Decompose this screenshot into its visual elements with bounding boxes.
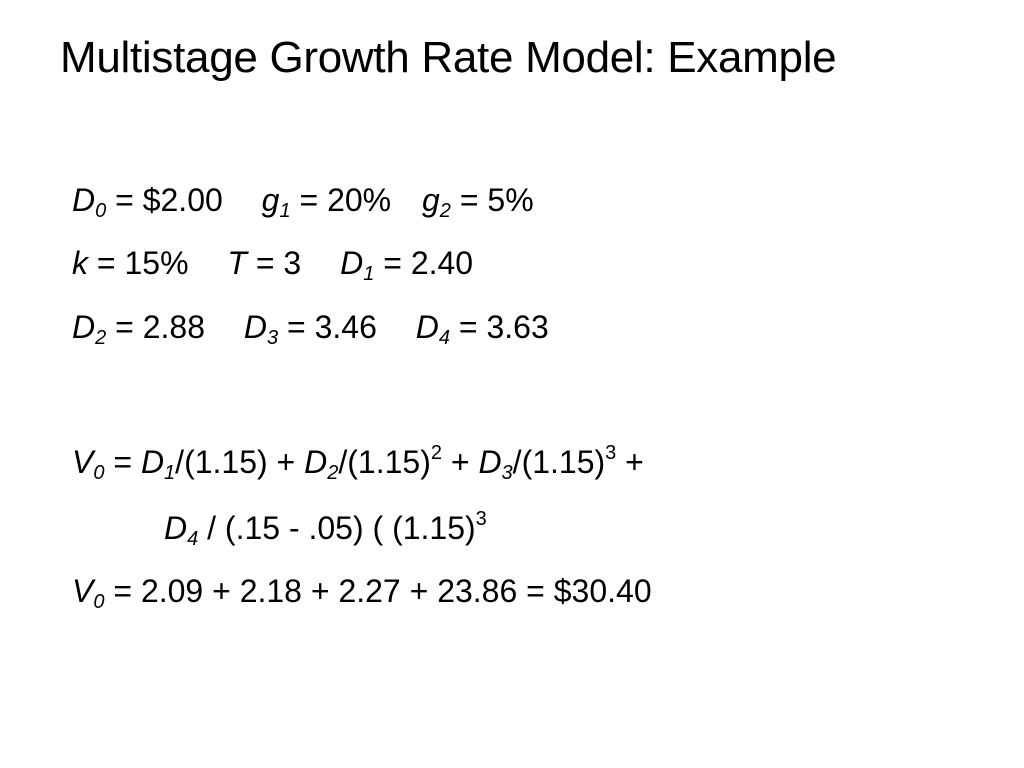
given-line-2: k = 15% T = 3 D1 = 2.40	[72, 241, 473, 285]
d3-term: D3 = 3.46	[243, 309, 377, 349]
given-line-3: D2 = 2.88 D3 = 3.46 D4 = 3.63	[72, 305, 549, 349]
g1-term: g1 = 20%	[261, 182, 392, 222]
valuation-formula-line-1: V0 = D1/(1.15) + D2/(1.15)2 + D3/(1.15)3…	[72, 442, 644, 484]
d1-term: D1 = 2.40	[340, 245, 474, 285]
given-line-1: D0 = $2.00 g1 = 20% g2 = 5%	[72, 178, 534, 222]
g2-term: g2 = 5%	[422, 182, 534, 222]
d2-term: D2 = 2.88	[72, 309, 205, 349]
k-term: k = 15%	[72, 245, 189, 281]
valuation-formula-line-2: D4 / (.15 - .05) ( (1.15)3	[164, 508, 487, 550]
t-term: T = 3	[227, 245, 302, 281]
valuation-result-line: V0 = 2.09 + 2.18 + 2.27 + 23.86 = $30.40	[72, 573, 652, 613]
d0-term: D0 = $2.00	[72, 182, 223, 222]
slide-title: Multistage Growth Rate Model: Example	[60, 33, 837, 82]
d4-term: D4 = 3.63	[415, 309, 549, 349]
